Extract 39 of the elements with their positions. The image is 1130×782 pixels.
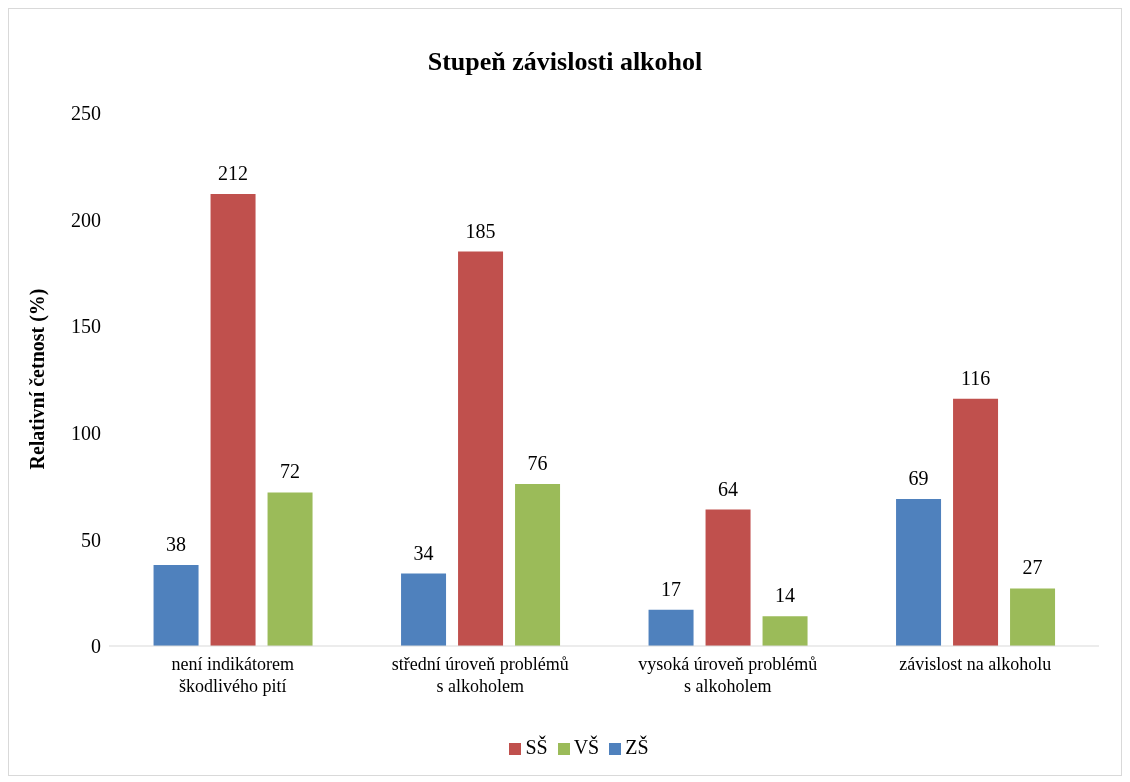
bar xyxy=(1010,588,1056,646)
bar xyxy=(458,251,504,646)
bar xyxy=(896,498,942,646)
bar xyxy=(401,573,447,646)
y-tick-label: 0 xyxy=(91,635,101,658)
y-tick-label: 150 xyxy=(71,315,101,338)
data-label: 14 xyxy=(775,584,796,607)
data-label: 34 xyxy=(413,541,434,564)
legend-label: SŠ xyxy=(525,736,548,758)
data-label: 64 xyxy=(718,477,739,500)
x-tick-label: střední úroveň problémů s alkoholem xyxy=(391,654,569,696)
data-label: 17 xyxy=(661,577,682,600)
legend-label: ZŠ xyxy=(625,736,649,758)
bar xyxy=(762,616,808,646)
y-tick-label: 100 xyxy=(71,421,101,444)
data-label: 76 xyxy=(527,451,548,474)
data-label: 69 xyxy=(908,466,929,489)
data-label: 72 xyxy=(280,460,301,483)
bar xyxy=(153,564,199,646)
y-axis-title: Relativní četnost (%) xyxy=(25,288,49,470)
chart-title: Stupeň závislosti alkohol xyxy=(426,47,704,77)
y-tick-label: 50 xyxy=(81,528,101,551)
data-label: 27 xyxy=(1022,556,1043,579)
data-label: 116 xyxy=(960,366,991,389)
x-tick-label: není indikátorem škodlivého pití xyxy=(171,654,294,696)
bar xyxy=(267,492,313,646)
data-label: 185 xyxy=(465,219,496,242)
x-tick-label: závislost na alkoholu xyxy=(899,654,1052,674)
bar xyxy=(953,398,999,646)
data-label: 212 xyxy=(218,162,249,185)
data-label: 38 xyxy=(166,532,187,555)
bar xyxy=(705,509,751,646)
y-tick-label: 250 xyxy=(71,102,101,125)
bar xyxy=(515,483,561,646)
bar xyxy=(210,194,256,646)
y-tick-label: 200 xyxy=(71,208,101,231)
legend-label: VŠ xyxy=(573,736,600,758)
bar xyxy=(648,609,694,646)
x-tick-label: vysoká úroveň problémů s alkoholem xyxy=(638,654,818,696)
